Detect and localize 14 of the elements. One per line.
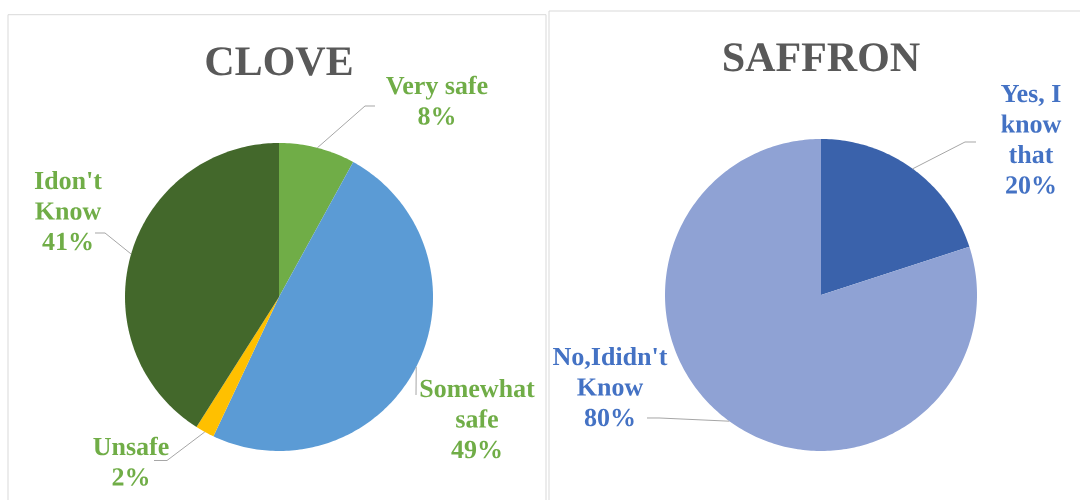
chart-title: SAFFRON bbox=[724, 43, 920, 72]
data-label: 41% bbox=[42, 232, 92, 251]
slice-label: Somewhat safe bbox=[420, 378, 535, 428]
slice-label: Unsafe bbox=[93, 436, 169, 456]
data-label: 20% bbox=[1006, 176, 1055, 194]
data-label: 8% bbox=[418, 107, 455, 125]
slice-label: No,Ididn't Know bbox=[553, 346, 668, 396]
data-label: 2% bbox=[112, 468, 149, 486]
slice-label: Idon't Know bbox=[34, 170, 102, 220]
slice-label: Very safe bbox=[386, 75, 488, 100]
data-label: 49% bbox=[451, 440, 501, 459]
slice-label: Yes, I know that bbox=[1001, 84, 1062, 164]
data-label: 80% bbox=[584, 408, 634, 427]
chart-title: CLOVE bbox=[206, 47, 352, 76]
